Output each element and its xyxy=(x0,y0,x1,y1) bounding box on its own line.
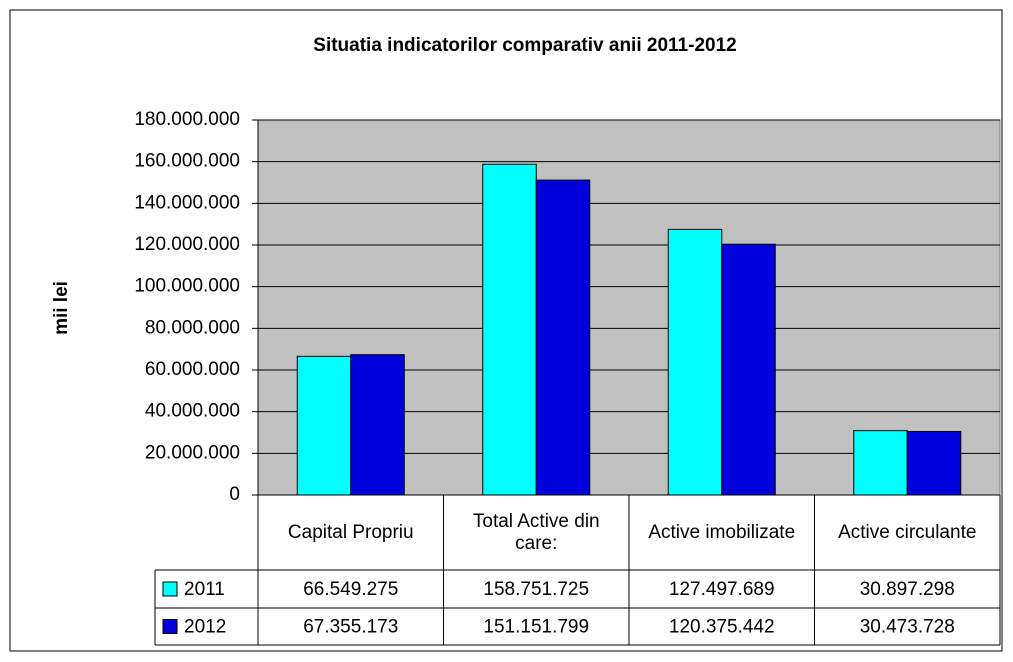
y-tick-label: 100.000.000 xyxy=(134,276,240,297)
bar xyxy=(853,430,908,496)
table-value: 67.355.173 xyxy=(303,617,398,638)
table-value: 120.375.442 xyxy=(669,617,775,638)
y-tick-label: 180.000.000 xyxy=(134,109,240,130)
table-value: 30.897.298 xyxy=(860,579,955,600)
bar xyxy=(721,243,776,496)
category-cell: Active imobilizate xyxy=(648,521,796,543)
category-cell: Capital Propriu xyxy=(287,521,414,543)
bar xyxy=(482,163,537,496)
category-label: Active circulante xyxy=(838,521,977,543)
legend-label: 2011 xyxy=(184,579,225,600)
y-tick-label: 60.000.000 xyxy=(145,359,240,380)
y-tick-label: 40.000.000 xyxy=(145,401,240,422)
y-tick-label: 120.000.000 xyxy=(134,234,240,255)
category-label: Total Active din care: xyxy=(472,510,600,554)
y-tick-label: 0 xyxy=(229,484,240,505)
bar xyxy=(296,355,352,496)
category-label: Active imobilizate xyxy=(648,521,796,543)
y-tick-label: 140.000.000 xyxy=(134,192,240,213)
table-value: 66.549.275 xyxy=(303,579,398,600)
bar xyxy=(906,431,962,496)
table-value: 127.497.689 xyxy=(669,579,775,600)
y-tick-label: 160.000.000 xyxy=(134,151,240,172)
category-label: Capital Propriu xyxy=(287,521,414,543)
legend-label: 2012 xyxy=(184,617,226,638)
table-value: 151.151.799 xyxy=(483,617,589,638)
chart-title: Situatia indicatorilor comparativ anii 2… xyxy=(313,35,736,56)
table-value: 30.473.728 xyxy=(860,617,955,638)
category-cell: Total Active din care: xyxy=(472,510,600,554)
y-axis-label: mii lei xyxy=(51,281,72,335)
y-tick-label: 20.000.000 xyxy=(145,442,240,463)
legend-swatch xyxy=(162,581,178,597)
table-value: 158.751.725 xyxy=(483,579,589,600)
bar xyxy=(667,228,723,496)
legend-swatch xyxy=(162,619,178,634)
y-tick-label: 80.000.000 xyxy=(145,317,240,338)
category-cell: Active circulante xyxy=(838,521,977,543)
bar xyxy=(535,179,591,496)
bar xyxy=(350,354,405,496)
